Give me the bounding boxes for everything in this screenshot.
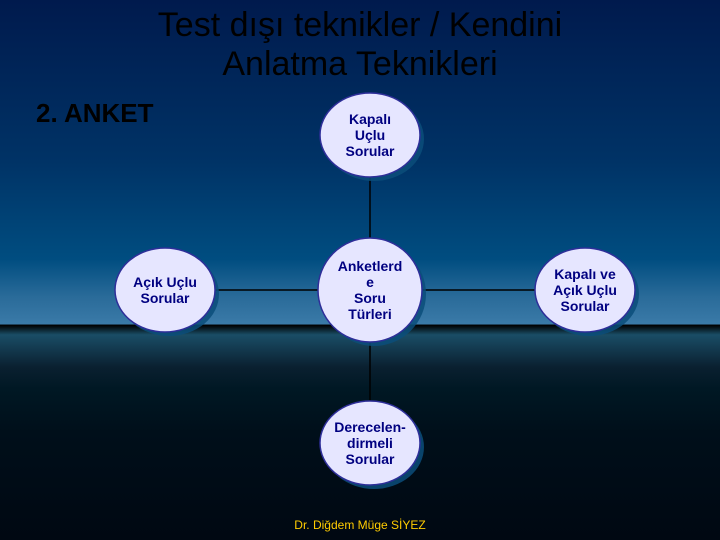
section-header: 2. ANKET — [36, 98, 154, 129]
diagram-node-bottom: Derecelen-dirmeliSorular — [320, 401, 420, 485]
slide-footer: Dr. Diğdem Müge SİYEZ — [0, 518, 720, 532]
title-line-1: Test dışı teknikler / Kendini — [158, 6, 562, 44]
title-line-2: Anlatma Teknikleri — [222, 45, 497, 83]
diagram-node-label: AnketlerdeSoruTürleri — [324, 258, 416, 322]
slide-title: Test dışı teknikler / Kendini Anlatma Te… — [0, 6, 720, 84]
diagram-node-label: Açık UçluSorular — [121, 274, 209, 306]
diagram-node-label: Derecelen-dirmeliSorular — [326, 419, 414, 467]
diagram-node-top: KapalıUçluSorular — [320, 93, 420, 177]
diagram-node-label: Kapalı veAçık UçluSorular — [541, 266, 629, 314]
diagram-node-right: Kapalı veAçık UçluSorular — [535, 248, 635, 332]
diagram-node-label: KapalıUçluSorular — [326, 111, 414, 159]
diagram-node-left: Açık UçluSorular — [115, 248, 215, 332]
diagram-node-center: AnketlerdeSoruTürleri — [318, 238, 422, 342]
